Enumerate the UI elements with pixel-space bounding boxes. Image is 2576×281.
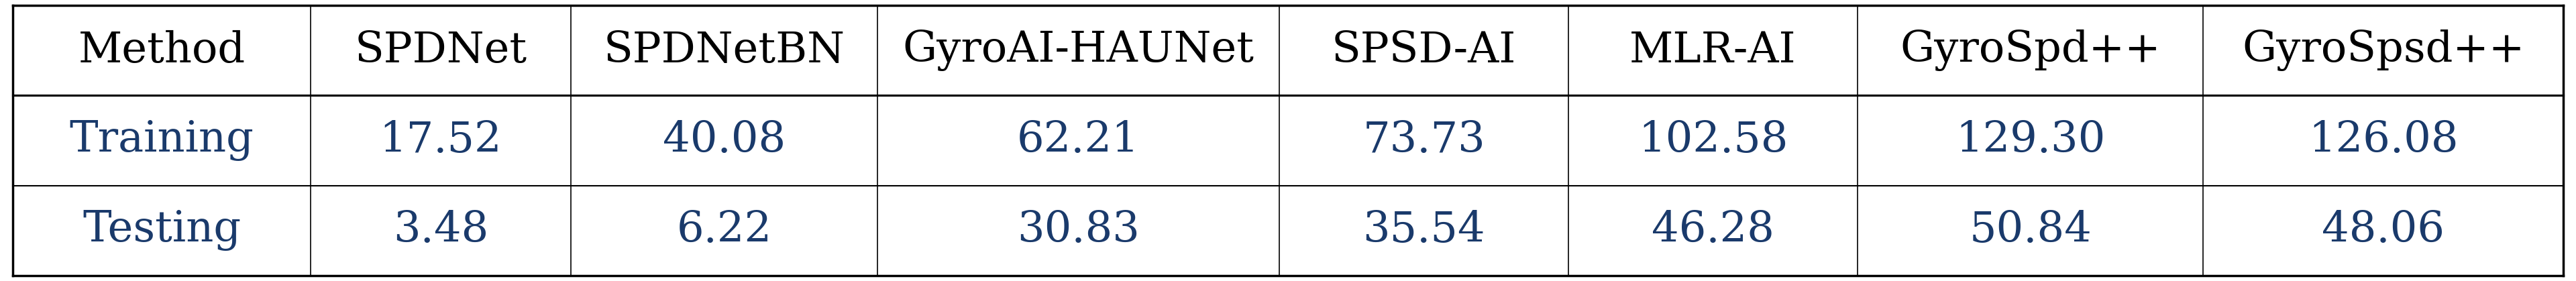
Text: 17.52: 17.52 (379, 120, 502, 161)
Text: SPSD-AI: SPSD-AI (1332, 30, 1517, 71)
Text: 50.84: 50.84 (1968, 210, 2092, 251)
Text: GyroSpd++: GyroSpd++ (1901, 30, 2161, 71)
Text: 102.58: 102.58 (1638, 120, 1788, 161)
Text: 35.54: 35.54 (1363, 210, 1486, 251)
Text: 30.83: 30.83 (1018, 210, 1139, 251)
Text: 3.48: 3.48 (394, 210, 489, 251)
Bar (13, 96, 2563, 185)
Bar (13, 185, 2563, 275)
Text: SPDNetBN: SPDNetBN (603, 30, 845, 71)
Text: 6.22: 6.22 (677, 210, 773, 251)
Text: 46.28: 46.28 (1651, 210, 1775, 251)
Text: Testing: Testing (82, 210, 240, 251)
Text: 126.08: 126.08 (2308, 120, 2458, 161)
Text: GyroSpsd++: GyroSpsd++ (2241, 30, 2524, 71)
Text: 40.08: 40.08 (662, 120, 786, 161)
Text: 48.06: 48.06 (2321, 210, 2445, 251)
Text: Training: Training (70, 120, 255, 161)
Text: GyroAI-HAUNet: GyroAI-HAUNet (902, 30, 1255, 71)
Text: 62.21: 62.21 (1018, 120, 1139, 161)
Text: 73.73: 73.73 (1363, 120, 1486, 161)
Text: MLR-AI: MLR-AI (1631, 30, 1795, 71)
Text: 129.30: 129.30 (1955, 120, 2105, 161)
Bar (13, 6, 2563, 96)
Text: Method: Method (77, 30, 245, 71)
Text: SPDNet: SPDNet (355, 30, 528, 71)
